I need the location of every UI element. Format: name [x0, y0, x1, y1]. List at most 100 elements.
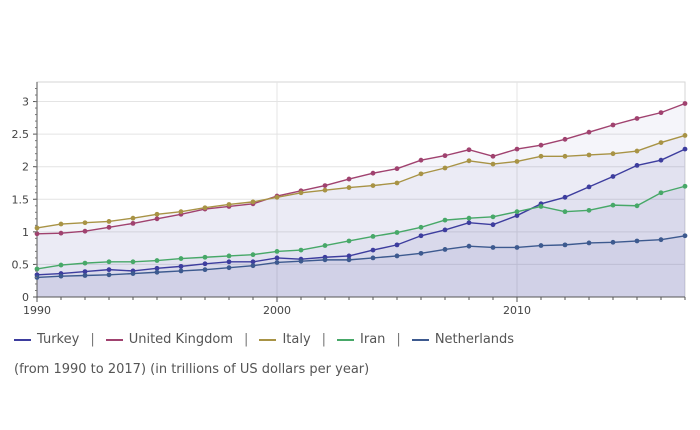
- data-point-italy: [394, 180, 400, 186]
- data-point-italy: [682, 133, 688, 138]
- data-point-iran: [394, 230, 400, 235]
- line-chart: 0 0.5 1 1.5 2 2.5 3 1990 2000 2010: [12, 81, 688, 317]
- data-point-turkey: [106, 267, 112, 273]
- data-point-netherlands: [82, 273, 88, 278]
- data-point-united-kingdom: [634, 116, 640, 121]
- legend-item-turkey: Turkey: [14, 332, 79, 347]
- data-point-italy: [154, 211, 160, 217]
- chart-footnote: (from 1990 to 2017) (in trillions of US …: [14, 362, 370, 377]
- data-point-united-kingdom: [82, 228, 88, 234]
- legend-label-iran: Iran: [360, 332, 386, 347]
- data-point-italy: [34, 225, 40, 231]
- data-point-iran: [562, 209, 568, 215]
- data-point-italy: [250, 199, 256, 205]
- x-tick-label: 2000: [263, 304, 291, 317]
- data-point-turkey: [178, 263, 184, 269]
- data-point-united-kingdom: [610, 122, 616, 128]
- series-line-iran: [36, 185, 686, 270]
- data-point-italy: [610, 151, 616, 157]
- data-point-iran: [538, 204, 544, 209]
- legend-swatch-italy: [259, 338, 277, 341]
- data-point-netherlands: [538, 243, 544, 248]
- data-point-italy: [226, 202, 232, 207]
- data-point-iran: [82, 260, 88, 266]
- data-point-turkey: [514, 213, 520, 218]
- data-point-united-kingdom: [394, 166, 400, 172]
- data-point-italy: [658, 140, 664, 145]
- data-point-turkey: [346, 253, 352, 259]
- data-point-italy: [442, 165, 448, 171]
- data-point-united-kingdom: [106, 224, 112, 230]
- data-point-netherlands: [346, 257, 352, 263]
- data-point-iran: [490, 214, 496, 220]
- series-line-united-kingdom: [36, 102, 686, 235]
- data-point-netherlands: [466, 243, 472, 249]
- data-point-united-kingdom: [514, 146, 520, 152]
- data-point-italy: [106, 219, 112, 224]
- series-line-italy: [36, 134, 686, 229]
- data-point-iran: [586, 207, 592, 213]
- y-tick-label: 1.5: [12, 193, 30, 206]
- data-point-netherlands: [274, 260, 280, 265]
- data-point-united-kingdom: [346, 176, 352, 182]
- legend-swatch-united-kingdom: [105, 338, 123, 341]
- data-point-united-kingdom: [442, 153, 448, 159]
- legend-label-italy: Italy: [282, 332, 311, 347]
- data-point-iran: [226, 253, 232, 259]
- data-point-italy: [274, 194, 280, 200]
- data-point-united-kingdom: [418, 157, 424, 163]
- data-point-united-kingdom: [34, 231, 40, 237]
- data-point-united-kingdom: [682, 101, 688, 106]
- data-point-netherlands: [106, 272, 112, 278]
- series-area-italy: [37, 135, 685, 297]
- legend-swatch-netherlands: [411, 338, 429, 341]
- data-point-netherlands: [658, 237, 664, 243]
- data-point-united-kingdom: [466, 147, 472, 153]
- data-point-netherlands: [394, 253, 400, 259]
- data-point-turkey: [370, 247, 376, 253]
- y-tick-label: 2: [22, 161, 29, 174]
- data-point-iran: [130, 259, 136, 265]
- data-point-netherlands: [58, 273, 64, 279]
- y-tick-label: 2.5: [12, 128, 30, 141]
- data-point-united-kingdom: [562, 136, 568, 142]
- data-point-iran: [202, 254, 208, 260]
- axes: [36, 82, 685, 298]
- data-point-netherlands: [298, 258, 304, 264]
- series-points: [34, 101, 688, 280]
- legend-label-turkey: Turkey: [37, 332, 80, 347]
- series-area-netherlands: [37, 235, 685, 297]
- data-point-turkey: [562, 194, 568, 200]
- data-point-italy: [562, 153, 568, 159]
- data-point-iran: [370, 234, 376, 239]
- data-point-italy: [130, 215, 136, 221]
- series-line-turkey: [36, 148, 686, 276]
- data-point-italy: [538, 153, 544, 159]
- data-point-iran: [418, 224, 424, 230]
- data-point-iran: [178, 256, 184, 261]
- data-point-iran: [658, 190, 664, 196]
- data-point-netherlands: [130, 271, 136, 276]
- series-line-netherlands: [36, 235, 686, 279]
- y-tick-label: 0: [22, 291, 29, 304]
- data-point-italy: [178, 209, 184, 215]
- data-point-netherlands: [610, 239, 616, 245]
- data-point-italy: [490, 161, 496, 167]
- data-point-italy: [202, 205, 208, 211]
- data-point-netherlands: [682, 233, 688, 239]
- data-point-italy: [418, 171, 424, 177]
- legend-label-netherlands: Netherlands: [434, 332, 515, 347]
- data-point-turkey: [202, 261, 208, 267]
- y-tick-label: 3: [22, 96, 29, 109]
- data-point-united-kingdom: [322, 183, 328, 188]
- data-point-turkey: [658, 157, 664, 163]
- data-point-iran: [298, 247, 304, 253]
- legend-item-united-kingdom: United Kingdom: [105, 332, 233, 347]
- data-point-united-kingdom: [58, 230, 64, 236]
- data-point-italy: [370, 183, 376, 188]
- data-point-turkey: [154, 265, 160, 271]
- data-point-netherlands: [490, 245, 496, 250]
- data-point-netherlands: [202, 267, 208, 273]
- data-point-netherlands: [634, 238, 640, 244]
- data-point-iran: [154, 258, 160, 263]
